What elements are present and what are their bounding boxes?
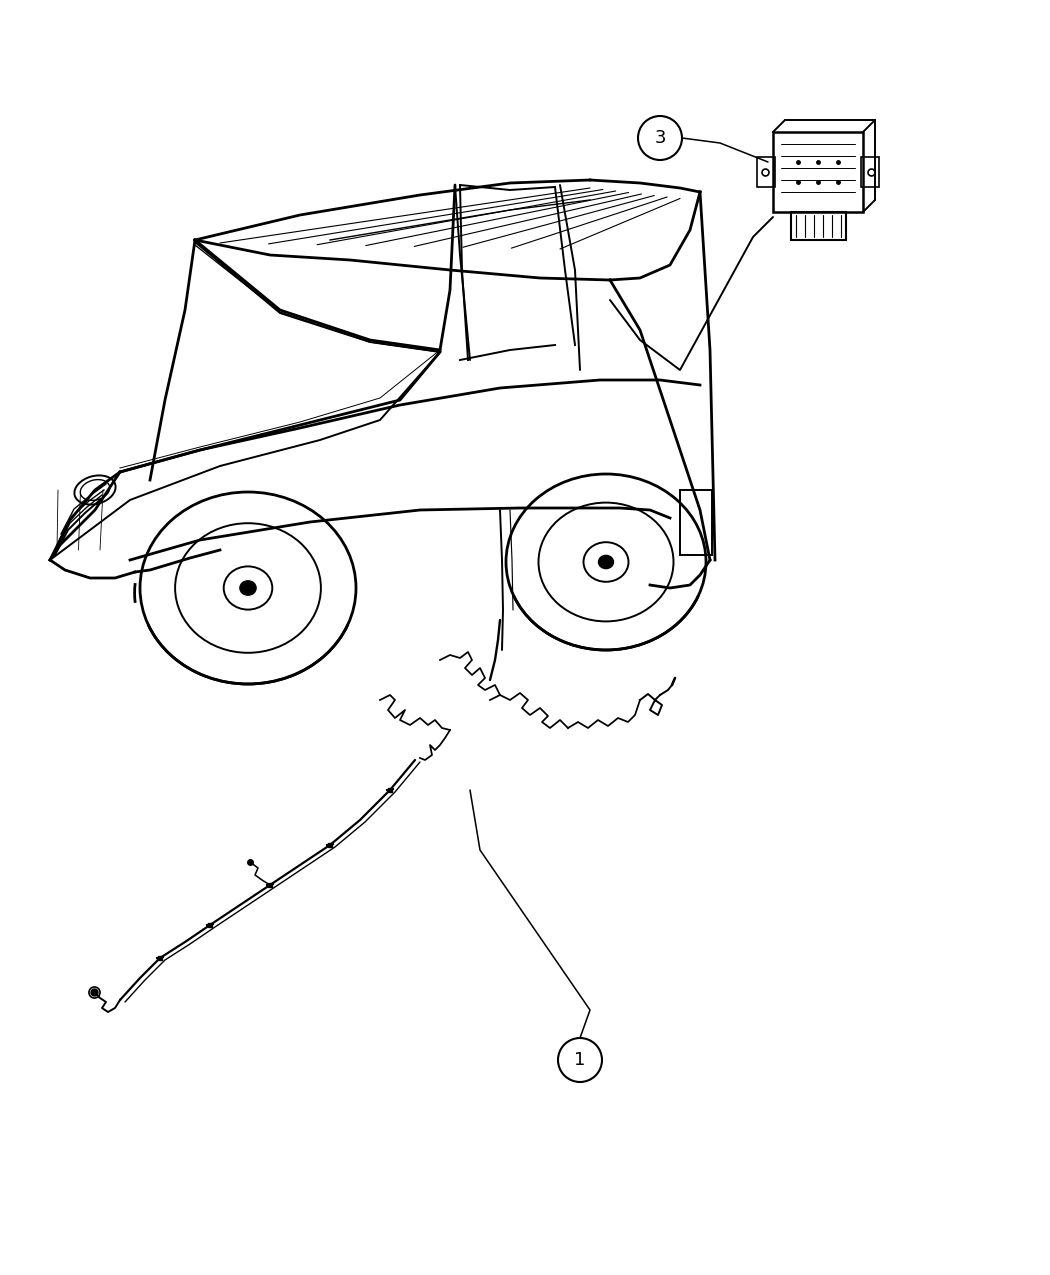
Text: 3: 3 [654, 129, 666, 147]
Bar [680, 490, 712, 555]
Bar [757, 157, 775, 187]
Bar [773, 133, 863, 212]
Ellipse shape [239, 581, 256, 595]
Text: 1: 1 [574, 1051, 586, 1068]
Ellipse shape [598, 556, 613, 569]
Bar [861, 157, 879, 187]
Bar [791, 212, 846, 240]
